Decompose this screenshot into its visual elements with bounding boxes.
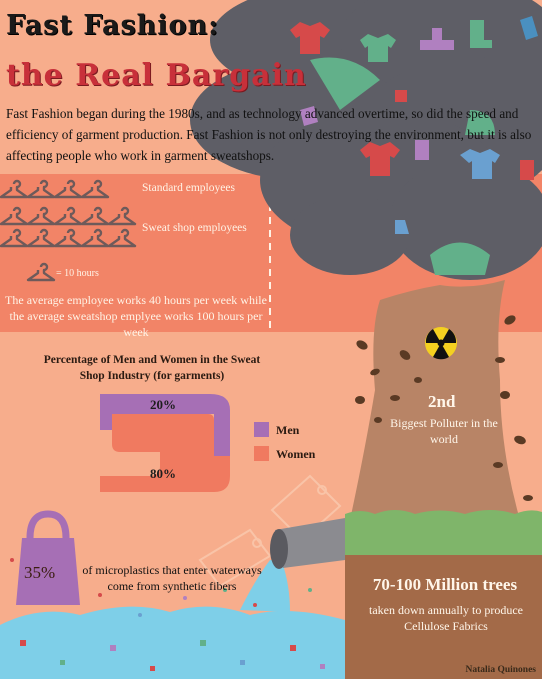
hanger-icon <box>0 206 29 226</box>
radiation-icon <box>425 327 457 360</box>
sweatshop-employees-label: Sweat shop employees <box>142 222 247 234</box>
smoke-cloud <box>190 0 542 280</box>
women-percent: 80% <box>150 466 176 481</box>
legend-women-swatch <box>254 446 269 461</box>
legend-men-swatch <box>254 422 269 437</box>
standard-hangers <box>0 179 110 199</box>
drain-pipe <box>270 518 345 569</box>
falling-leaves <box>355 315 533 501</box>
soil <box>345 555 542 679</box>
tree-trunk <box>350 280 520 520</box>
hanger-icon <box>53 228 83 248</box>
author-credit: Natalia Quinones <box>465 665 536 675</box>
microplastic-specks <box>10 558 325 671</box>
title-line-1: Fast Fashion: <box>6 10 220 41</box>
hanger-icon <box>107 228 137 248</box>
hanger-icon <box>107 206 137 226</box>
polluter-rank: 2nd <box>428 392 456 411</box>
hanger-icon <box>0 179 29 199</box>
standard-employees-label: Standard employees <box>142 182 235 194</box>
polluter-text: Biggest Polluter in the world <box>390 416 498 446</box>
trees-text: taken down annually to produce Cellulose… <box>369 603 523 633</box>
sweatshop-hangers <box>0 206 137 248</box>
men-percent: 20% <box>150 397 176 412</box>
hanger-icon <box>26 179 56 199</box>
hanger-icon <box>53 206 83 226</box>
hanger-icon <box>26 262 56 282</box>
water <box>0 606 345 679</box>
intro-paragraph: Fast Fashion began during the 1980s, and… <box>6 106 532 163</box>
hanger-icon <box>80 179 110 199</box>
weight-icon <box>16 510 80 605</box>
women-segment <box>100 414 230 492</box>
legend-women-label: Women <box>276 447 316 461</box>
title-line-2: the Real Bargain <box>6 58 307 93</box>
legend-men-label: Men <box>276 423 300 437</box>
grass <box>345 510 542 560</box>
hanger-key-label: = 10 hours <box>56 268 99 279</box>
hanger-icon <box>53 179 83 199</box>
flying-clothes <box>290 16 538 275</box>
gender-chart-title: Percentage of Men and Women in the Sweat… <box>43 354 261 382</box>
hanger-icon <box>80 206 110 226</box>
trees-value: 70-100 Million trees <box>372 575 518 594</box>
hanger-key-icon <box>26 262 56 282</box>
hours-caption: The average employee works 40 hours per … <box>5 293 267 339</box>
hanger-icon <box>80 228 110 248</box>
water-stream <box>240 560 290 612</box>
hanger-icon <box>0 228 29 248</box>
sewing-machine-chart <box>100 394 230 492</box>
microplastics-value: 35% <box>24 563 56 582</box>
microplastics-text: of microplastics that enter waterways co… <box>82 563 262 593</box>
hanger-icon <box>26 206 56 226</box>
hanger-icon <box>26 228 56 248</box>
